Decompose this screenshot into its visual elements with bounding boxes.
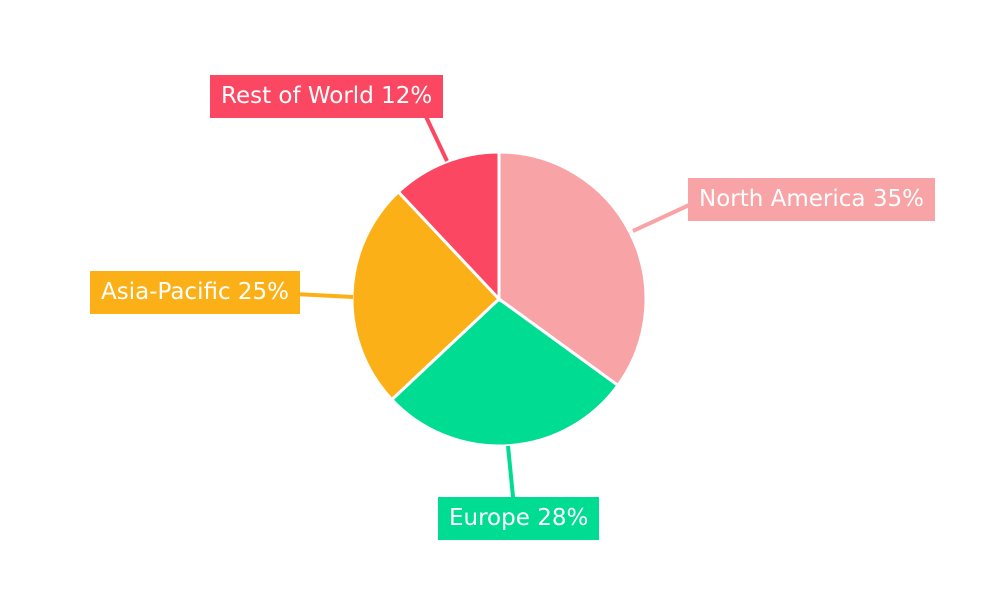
label-callout-asia-pacific: Asia-Pacific 25% — [90, 271, 301, 314]
pie-slice-north-america — [497, 150, 648, 388]
pie-slice-europe — [389, 297, 621, 448]
pie-slice-rest-of-world — [396, 150, 501, 303]
callout-text-asia-pacific: Asia-Pacific 25% — [101, 279, 290, 305]
label-callout-rest-of-world: Rest of World 12% — [210, 75, 444, 118]
callout-text-rest-of-world: Rest of World 12% — [221, 83, 433, 109]
callout-text-europe: Europe 28% — [449, 505, 589, 531]
pie-slice-asia-pacific — [350, 189, 502, 402]
label-callout-europe: Europe 28% — [438, 497, 600, 540]
leader-line-europe — [506, 445, 516, 508]
label-callout-north-america: North America 35% — [688, 178, 935, 221]
callout-text-north-america: North America 35% — [699, 186, 924, 212]
